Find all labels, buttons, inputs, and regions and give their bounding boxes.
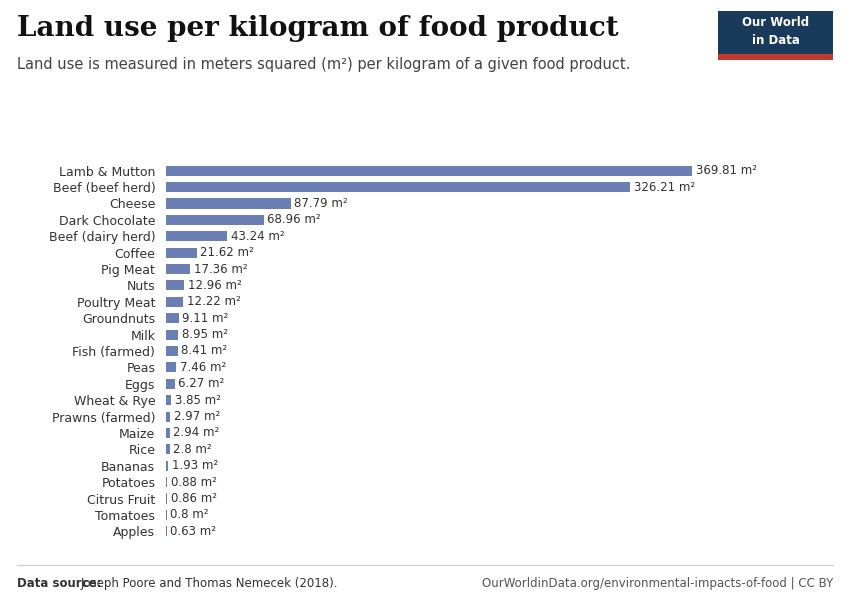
Text: 0.63 m²: 0.63 m² xyxy=(170,525,216,538)
Text: Joseph Poore and Thomas Nemecek (2018).: Joseph Poore and Thomas Nemecek (2018). xyxy=(81,577,338,590)
Bar xyxy=(166,362,176,373)
Text: 6.27 m²: 6.27 m² xyxy=(178,377,224,390)
Text: 21.62 m²: 21.62 m² xyxy=(200,246,254,259)
Text: Land use per kilogram of food product: Land use per kilogram of food product xyxy=(17,15,619,42)
Text: Land use is measured in meters squared (m²) per kilogram of a given food product: Land use is measured in meters squared (… xyxy=(17,57,631,72)
Text: 43.24 m²: 43.24 m² xyxy=(231,230,285,243)
Text: 3.85 m²: 3.85 m² xyxy=(175,394,221,407)
Text: Data source:: Data source: xyxy=(17,577,105,590)
Bar xyxy=(166,182,630,192)
Bar xyxy=(166,445,170,454)
Text: 0.8 m²: 0.8 m² xyxy=(171,508,209,521)
Text: 9.11 m²: 9.11 m² xyxy=(182,312,229,325)
Text: 2.8 m²: 2.8 m² xyxy=(173,443,212,456)
Text: 1.93 m²: 1.93 m² xyxy=(172,459,218,472)
Text: 8.95 m²: 8.95 m² xyxy=(182,328,228,341)
Bar xyxy=(166,264,190,274)
Text: 17.36 m²: 17.36 m² xyxy=(194,263,247,275)
Bar xyxy=(166,510,167,520)
Bar xyxy=(166,231,227,241)
Text: 87.79 m²: 87.79 m² xyxy=(294,197,348,210)
Text: 326.21 m²: 326.21 m² xyxy=(633,181,694,194)
Bar xyxy=(166,215,264,225)
Bar xyxy=(166,493,167,503)
Text: 0.86 m²: 0.86 m² xyxy=(171,492,217,505)
Text: 2.94 m²: 2.94 m² xyxy=(173,427,220,439)
Bar xyxy=(166,346,178,356)
Text: 12.96 m²: 12.96 m² xyxy=(188,279,241,292)
Text: 68.96 m²: 68.96 m² xyxy=(268,214,321,226)
Bar xyxy=(166,379,174,389)
Bar xyxy=(166,412,170,422)
Bar xyxy=(166,477,167,487)
Text: 369.81 m²: 369.81 m² xyxy=(695,164,756,177)
Text: 12.22 m²: 12.22 m² xyxy=(187,295,241,308)
Text: 2.97 m²: 2.97 m² xyxy=(173,410,220,423)
Bar xyxy=(166,166,692,176)
Text: 7.46 m²: 7.46 m² xyxy=(180,361,226,374)
Bar xyxy=(166,329,178,340)
Bar xyxy=(166,280,184,290)
Bar xyxy=(166,461,168,471)
Bar xyxy=(166,297,183,307)
Bar xyxy=(166,199,291,209)
Bar xyxy=(166,428,170,438)
Text: 0.88 m²: 0.88 m² xyxy=(171,476,217,488)
Text: OurWorldinData.org/environmental-impacts-of-food | CC BY: OurWorldinData.org/environmental-impacts… xyxy=(482,577,833,590)
Bar xyxy=(166,395,171,405)
Text: Our World
in Data: Our World in Data xyxy=(742,16,809,47)
Text: 8.41 m²: 8.41 m² xyxy=(181,344,228,358)
Bar xyxy=(166,526,167,536)
Bar xyxy=(166,313,178,323)
Bar xyxy=(166,248,196,257)
